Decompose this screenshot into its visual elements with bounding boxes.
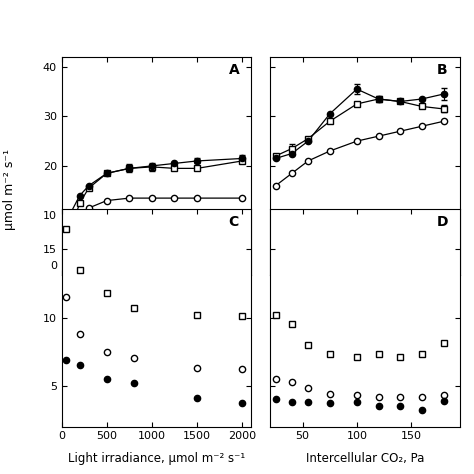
- Text: B: B: [437, 64, 447, 77]
- Text: A: A: [228, 64, 239, 77]
- Text: Intercellular CO₂, Pa: Intercellular CO₂, Pa: [306, 452, 424, 465]
- Text: D: D: [437, 215, 448, 229]
- Text: C: C: [228, 215, 239, 229]
- Text: Light irradiance, μmol m⁻² s⁻¹: Light irradiance, μmol m⁻² s⁻¹: [68, 452, 245, 465]
- Text: μmol m⁻² s⁻¹: μmol m⁻² s⁻¹: [3, 149, 16, 230]
